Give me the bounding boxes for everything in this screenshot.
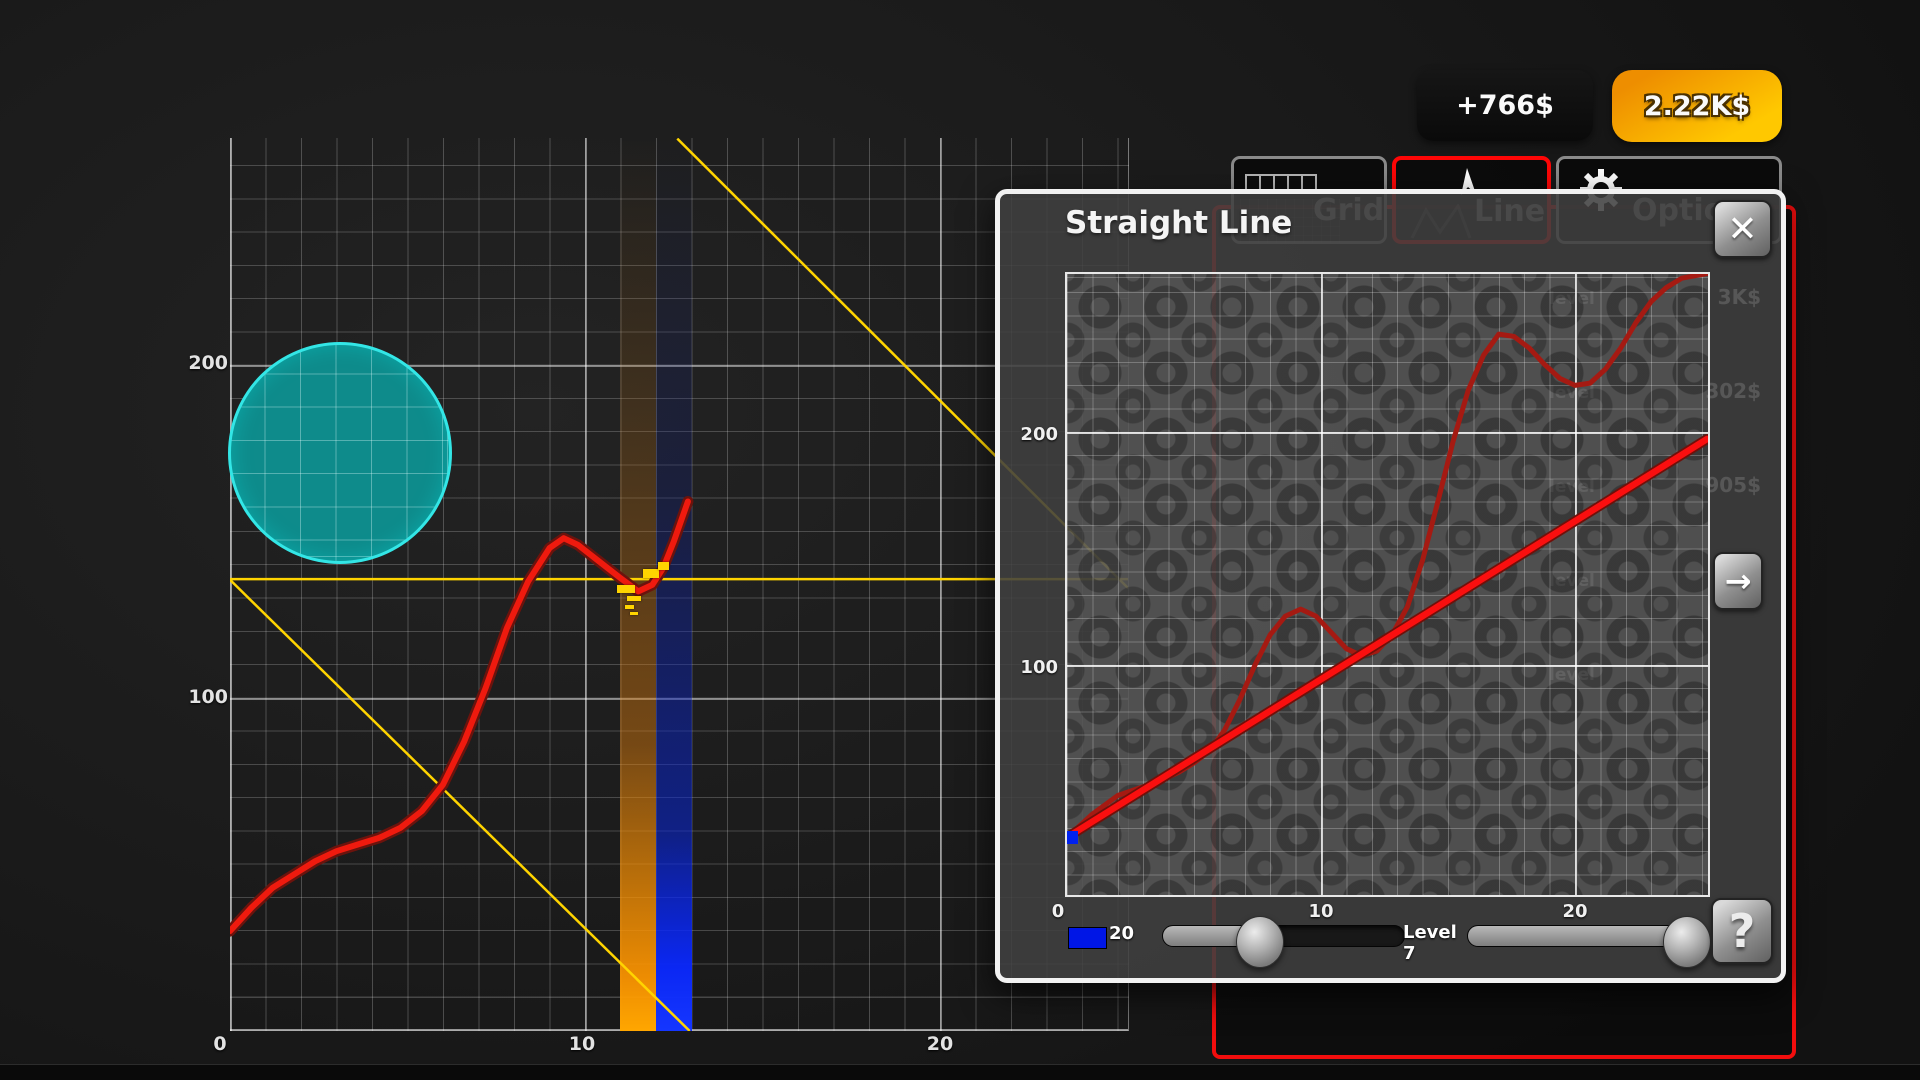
main-xtick-0: 0 xyxy=(213,1033,227,1055)
level-slider-fill xyxy=(1468,926,1706,946)
yellow-dash xyxy=(630,612,638,615)
yellow-dash xyxy=(643,569,659,578)
modal-title: Straight Line xyxy=(1065,205,1293,241)
main-ytick-200: 200 xyxy=(188,352,228,374)
level-slider-knob[interactable] xyxy=(1663,916,1711,968)
start-marker[interactable] xyxy=(1067,831,1078,844)
cursor-icon xyxy=(1461,168,1476,195)
main-graph[interactable] xyxy=(228,138,1129,1031)
profit-badge[interactable]: +766$ xyxy=(1417,70,1593,141)
width-slider-knob[interactable] xyxy=(1236,916,1284,968)
swatch-value: 20 xyxy=(1109,923,1135,944)
modal-ytick-200: 200 xyxy=(1020,424,1058,445)
modal-xtick-10: 10 xyxy=(1308,901,1334,922)
balance-badge[interactable]: 2.22K$ xyxy=(1612,70,1782,142)
help-button[interactable]: ? xyxy=(1711,898,1773,964)
balance-value: 2.22K$ xyxy=(1643,90,1751,122)
yellow-dash xyxy=(617,585,635,593)
price-curve-outline xyxy=(230,496,694,937)
main-graph-lines xyxy=(230,138,1128,1031)
next-button[interactable]: → xyxy=(1713,552,1763,610)
y-axis xyxy=(230,138,232,1031)
yellow-diagonal-line-1 xyxy=(230,578,691,1031)
line-color-swatch[interactable] xyxy=(1068,927,1107,949)
modal-graph-lines xyxy=(1067,274,1708,843)
straight-line xyxy=(1067,435,1708,841)
gridline-x10 xyxy=(1321,274,1323,895)
modal-graph[interactable] xyxy=(1065,272,1710,897)
main-xtick-20: 20 xyxy=(926,1033,954,1055)
price-curve xyxy=(230,498,691,935)
arrow-right-icon: → xyxy=(1724,562,1752,600)
price-curve xyxy=(1067,274,1708,840)
gridline-y100 xyxy=(1067,665,1708,667)
profit-value: +766$ xyxy=(1456,90,1554,121)
gridline-y200 xyxy=(1067,432,1708,434)
main-ytick-100: 100 xyxy=(188,686,228,708)
blue-band xyxy=(656,138,692,1031)
straight-line-modal: Straight Line ✕ 200 100 0 10 20 20 xyxy=(995,189,1786,983)
level-slider-track[interactable] xyxy=(1467,925,1706,947)
level-label: Level 7 xyxy=(1403,922,1457,964)
main-xtick-10: 10 xyxy=(568,1033,596,1055)
yellow-dash xyxy=(625,605,634,609)
close-icon: ✕ xyxy=(1727,208,1758,250)
gridline-x20 xyxy=(940,138,942,1031)
close-button[interactable]: ✕ xyxy=(1713,200,1772,258)
yellow-dash xyxy=(658,562,669,570)
bottom-strip xyxy=(0,1064,1920,1080)
modal-ytick-100: 100 xyxy=(1020,657,1058,678)
modal-xtick-0: 0 xyxy=(1051,901,1065,922)
gridline-x20 xyxy=(1575,274,1577,895)
teal-circle[interactable] xyxy=(228,342,452,564)
gridline-x10 xyxy=(585,138,587,1031)
yellow-dash xyxy=(627,596,641,601)
modal-xtick-20: 20 xyxy=(1562,901,1588,922)
question-mark-icon: ? xyxy=(1728,904,1756,958)
